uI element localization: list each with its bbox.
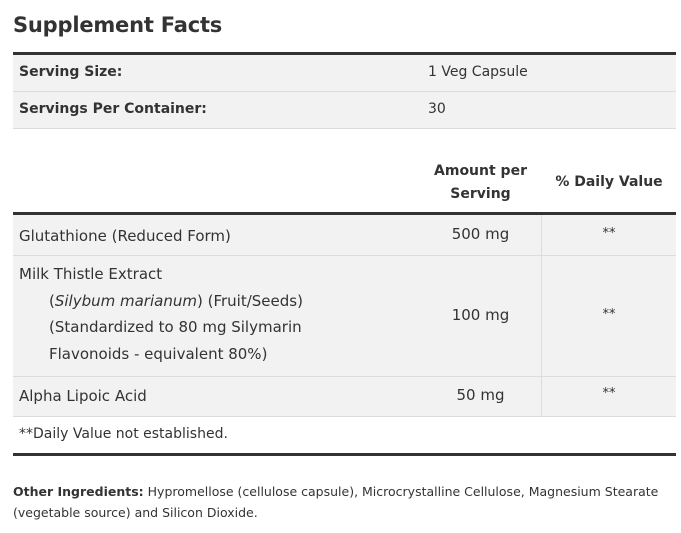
ingredient-name: Glutathione (Reduced Form) [19,227,231,245]
servings-per-container-value: 30 [428,101,446,117]
amount-per-serving-header: Amount per Serving [434,163,527,202]
divider [13,52,676,55]
serving-size-row: Serving Size: 1 Veg Capsule [13,55,676,92]
page-title: Supplement Facts [13,13,223,37]
ingredient-daily-value: ** [602,386,616,401]
divider [13,453,676,456]
ingredient-row: Alpha Lipoic Acid 50 mg ** [13,377,676,417]
latin-name: Silybum marianum [54,291,197,310]
other-ingredients-label: Other Ingredients: [13,484,144,499]
ingredient-name: Alpha Lipoic Acid [19,387,147,405]
servings-per-container-row: Servings Per Container: 30 [13,92,676,129]
ingredient-amount: 500 mg [451,225,510,243]
ingredient-row: Milk Thistle Extract (Silybum marianum) … [13,256,676,377]
footnote: **Daily Value not established. [19,426,228,442]
ingredient-row: Glutathione (Reduced Form) 500 mg ** [13,215,676,256]
serving-size-value: 1 Veg Capsule [428,64,528,80]
ingredient-amount: 100 mg [451,306,510,324]
divider [13,212,676,215]
daily-value-header: % Daily Value [555,174,663,190]
serving-size-label: Serving Size: [19,64,123,80]
ingredient-daily-value: ** [602,226,616,241]
other-ingredients: Other Ingredients: Hypromellose (cellulo… [13,481,676,523]
other-ingredients-text: Hypromellose (cellulose capsule), Microc… [13,484,659,520]
ingredient-daily-value: ** [602,307,616,322]
servings-per-container-label: Servings Per Container: [19,101,207,117]
ingredient-name: Milk Thistle Extract (Silybum marianum) … [19,265,303,363]
ingredient-amount: 50 mg [456,386,505,404]
